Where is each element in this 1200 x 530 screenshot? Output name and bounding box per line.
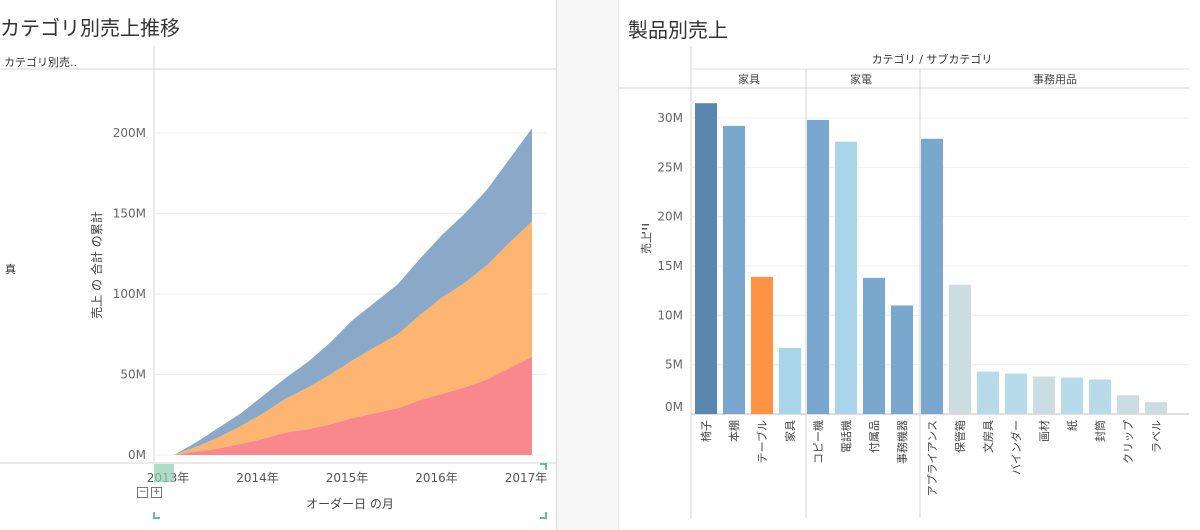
x-axis-title: オーダー日 の月 [306,496,394,511]
corner-bracket-tr [540,463,547,470]
y-tick-label: 100M [113,287,146,301]
bar-付属品[interactable] [863,277,885,414]
collapse-icon[interactable]: − [137,487,148,498]
corner-bracket-bl [153,512,160,519]
x-tick-label: コピー機 [811,420,825,464]
bar-本棚[interactable] [723,125,745,414]
sort-icon-line [642,228,647,230]
x-tick-label: 2016年 [415,471,458,485]
row-value-label: 真 [5,263,16,276]
left-chart-title: カテゴリ別売上推移 [0,16,180,40]
x-tick-label: テーブル [755,420,769,463]
x-tick-label: 画材 [1037,420,1051,442]
sort-icon-line [642,224,649,226]
x-tick-label: クリップ [1122,420,1135,464]
category-header: 家具 [738,72,760,86]
bar-ラベル[interactable] [1145,402,1167,414]
area-chart[interactable]: 0M50M100M150M200M2013年2014年2015年2016年201… [0,0,556,530]
y-tick-label: 15M [657,259,683,273]
expand-icon[interactable]: + [151,487,162,498]
cumulative-sales-panel: カテゴリ別売上推移 カテゴリ別売.. 真 − + 0M 50M 100M 150M 20… [0,0,557,530]
x-tick-label: 封筒 [1093,420,1107,442]
area-series-middle[interactable] [174,221,532,456]
y-tick-label: 50M [120,368,146,382]
x-tick-label: バインダー [1009,420,1023,475]
bar-バインダー[interactable] [1005,373,1027,414]
x-tick-label: 文房具 [981,420,995,453]
x-tick-label: 椅子 [699,420,713,442]
y-tick-label: 200M [113,126,146,140]
bar-紙[interactable] [1061,377,1083,414]
dashboard-gap [557,0,618,530]
bar-クリップ[interactable] [1117,395,1139,414]
x-tick-label: 保管箱 [953,420,967,453]
y-tick-label: 0M [128,448,146,462]
x-tick-label: 2014年 [236,471,279,485]
y-tick-label: 20M [657,210,683,224]
bar-テーブル[interactable] [751,276,773,414]
bar-家具[interactable] [779,347,801,414]
x-tick-label: 事務機器 [895,420,909,464]
x-tick-label: 家具 [783,420,797,442]
y-tick-label: 5M [665,358,683,372]
y-tick-label: 150M [113,207,146,221]
x-tick-label: 電話機 [839,420,853,453]
y-axis-title: 売上 の 合計 の累計 [89,211,104,318]
timeline-handle[interactable] [154,464,174,482]
bar-コピー機[interactable] [807,119,829,415]
product-sales-panel: 製品別売上 カテゴリ / サブカテゴリ 0M 5M 10M 15M 20M 25M 30M 売上… [618,0,1200,530]
bar-画材[interactable] [1033,376,1055,414]
x-tick-label: 本棚 [727,420,741,442]
category-header: 事務用品 [1033,72,1077,86]
bar-電話機[interactable] [835,141,857,414]
right-chart-title: 製品別売上 [628,18,728,42]
area-series-bottom[interactable] [174,356,532,455]
bar-事務機器[interactable] [891,305,913,414]
bar-椅子[interactable] [695,103,717,414]
x-tick-label: アプライアンス [926,420,939,496]
sort-icon-line [642,232,645,234]
bar-封筒[interactable] [1089,379,1111,414]
y-tick-label: 10M [657,308,683,322]
y-tick-label: 0M [665,400,683,414]
x-tick-label: 2017年 [505,471,548,485]
bar-保管箱[interactable] [949,284,971,414]
x-tick-label: ラベル [1150,420,1163,453]
y-tick-label: 25M [657,160,683,174]
bar-文房具[interactable] [977,371,999,414]
category-header: 家電 [850,72,872,86]
x-tick-label: 付属品 [868,420,881,453]
y-tick-label: 30M [657,111,683,125]
corner-bracket-br [540,512,547,519]
x-tick-label: 2015年 [326,471,369,485]
header-title: カテゴリ / サブカテゴリ [872,52,993,66]
bar-アプライアンス[interactable] [921,138,943,414]
x-tick-label: 紙 [1065,420,1079,431]
row-header[interactable]: カテゴリ別売.. [4,56,77,69]
y-axis-title: 売上 [640,232,653,254]
